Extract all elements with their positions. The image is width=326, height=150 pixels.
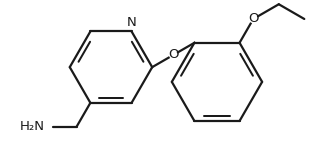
Text: O: O (248, 12, 259, 26)
Text: N: N (127, 16, 137, 30)
Text: O: O (168, 48, 179, 62)
Text: H₂N: H₂N (20, 120, 45, 133)
